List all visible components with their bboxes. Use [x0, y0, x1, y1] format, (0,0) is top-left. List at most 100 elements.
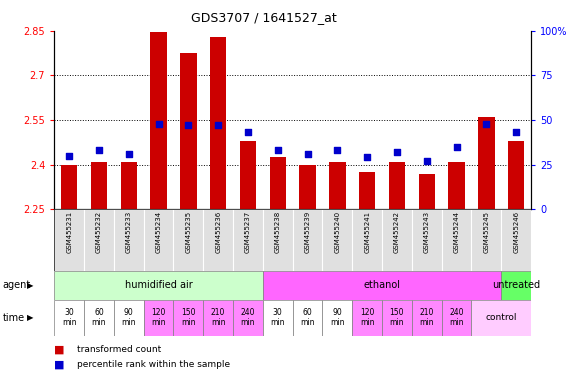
Bar: [441, 209, 472, 271]
Bar: [84, 300, 114, 336]
Bar: [203, 300, 233, 336]
Point: [154, 121, 163, 127]
Point: [243, 129, 252, 136]
Bar: [263, 209, 292, 271]
Text: 240
min: 240 min: [241, 308, 255, 328]
Text: agent: agent: [3, 280, 31, 290]
Text: untreated: untreated: [492, 280, 540, 290]
Bar: [144, 300, 174, 336]
Bar: [412, 209, 441, 271]
Text: GSM455241: GSM455241: [364, 211, 370, 253]
Bar: [323, 209, 352, 271]
Text: GSM455234: GSM455234: [155, 211, 162, 253]
Text: 150
min: 150 min: [181, 308, 196, 328]
Bar: [120, 162, 137, 209]
Point: [452, 144, 461, 150]
Bar: [419, 174, 435, 209]
Text: 240
min: 240 min: [449, 308, 464, 328]
Text: 60
min: 60 min: [300, 308, 315, 328]
Text: 150
min: 150 min: [389, 308, 404, 328]
Point: [214, 122, 223, 128]
Point: [333, 147, 342, 154]
Point: [422, 158, 431, 164]
Bar: [478, 117, 494, 209]
Text: ethanol: ethanol: [364, 280, 400, 290]
Point: [124, 151, 133, 157]
Bar: [501, 209, 531, 271]
Text: GSM455237: GSM455237: [245, 211, 251, 253]
Bar: [292, 300, 323, 336]
Text: GSM455240: GSM455240: [335, 211, 340, 253]
Text: GDS3707 / 1641527_at: GDS3707 / 1641527_at: [191, 12, 337, 25]
Text: GSM455236: GSM455236: [215, 211, 221, 253]
Text: GSM455245: GSM455245: [483, 211, 489, 253]
Bar: [323, 300, 352, 336]
Bar: [233, 300, 263, 336]
Text: ▶: ▶: [27, 281, 34, 290]
Bar: [382, 300, 412, 336]
Bar: [54, 300, 84, 336]
Text: GSM455239: GSM455239: [304, 211, 311, 253]
Text: control: control: [485, 313, 517, 322]
Bar: [114, 300, 144, 336]
Text: 30
min: 30 min: [62, 308, 77, 328]
Bar: [508, 141, 524, 209]
Bar: [412, 300, 441, 336]
Bar: [263, 300, 292, 336]
Text: ■: ■: [54, 360, 65, 370]
Text: 90
min: 90 min: [330, 308, 344, 328]
Text: ■: ■: [54, 344, 65, 354]
Text: percentile rank within the sample: percentile rank within the sample: [77, 360, 230, 369]
Bar: [174, 300, 203, 336]
Point: [184, 122, 193, 128]
Text: 30
min: 30 min: [271, 308, 285, 328]
Bar: [180, 53, 196, 209]
Bar: [352, 300, 382, 336]
Text: GSM455231: GSM455231: [66, 211, 72, 253]
Text: GSM455246: GSM455246: [513, 211, 519, 253]
Text: time: time: [3, 313, 25, 323]
Bar: [472, 300, 531, 336]
Bar: [54, 271, 263, 300]
Bar: [263, 271, 501, 300]
Point: [392, 149, 401, 155]
Bar: [441, 300, 472, 336]
Bar: [203, 209, 233, 271]
Text: GSM455242: GSM455242: [394, 211, 400, 253]
Text: GSM455243: GSM455243: [424, 211, 430, 253]
Text: GSM455235: GSM455235: [186, 211, 191, 253]
Bar: [448, 162, 465, 209]
Bar: [240, 141, 256, 209]
Bar: [91, 162, 107, 209]
Text: GSM455244: GSM455244: [453, 211, 460, 253]
Text: 210
min: 210 min: [211, 308, 226, 328]
Point: [303, 151, 312, 157]
Point: [363, 154, 372, 161]
Text: 60
min: 60 min: [92, 308, 106, 328]
Text: humidified air: humidified air: [124, 280, 192, 290]
Bar: [233, 209, 263, 271]
Text: GSM455233: GSM455233: [126, 211, 132, 253]
Bar: [359, 172, 375, 209]
Text: GSM455232: GSM455232: [96, 211, 102, 253]
Text: 210
min: 210 min: [420, 308, 434, 328]
Bar: [84, 209, 114, 271]
Bar: [114, 209, 144, 271]
Bar: [501, 271, 531, 300]
Bar: [210, 36, 226, 209]
Point: [512, 129, 521, 136]
Bar: [352, 209, 382, 271]
Bar: [472, 209, 501, 271]
Text: GSM455238: GSM455238: [275, 211, 281, 253]
Bar: [389, 162, 405, 209]
Text: ▶: ▶: [27, 313, 34, 322]
Point: [482, 121, 491, 127]
Bar: [299, 165, 316, 209]
Text: transformed count: transformed count: [77, 345, 162, 354]
Text: 90
min: 90 min: [122, 308, 136, 328]
Bar: [144, 209, 174, 271]
Bar: [270, 157, 286, 209]
Bar: [382, 209, 412, 271]
Bar: [61, 165, 77, 209]
Point: [94, 147, 103, 154]
